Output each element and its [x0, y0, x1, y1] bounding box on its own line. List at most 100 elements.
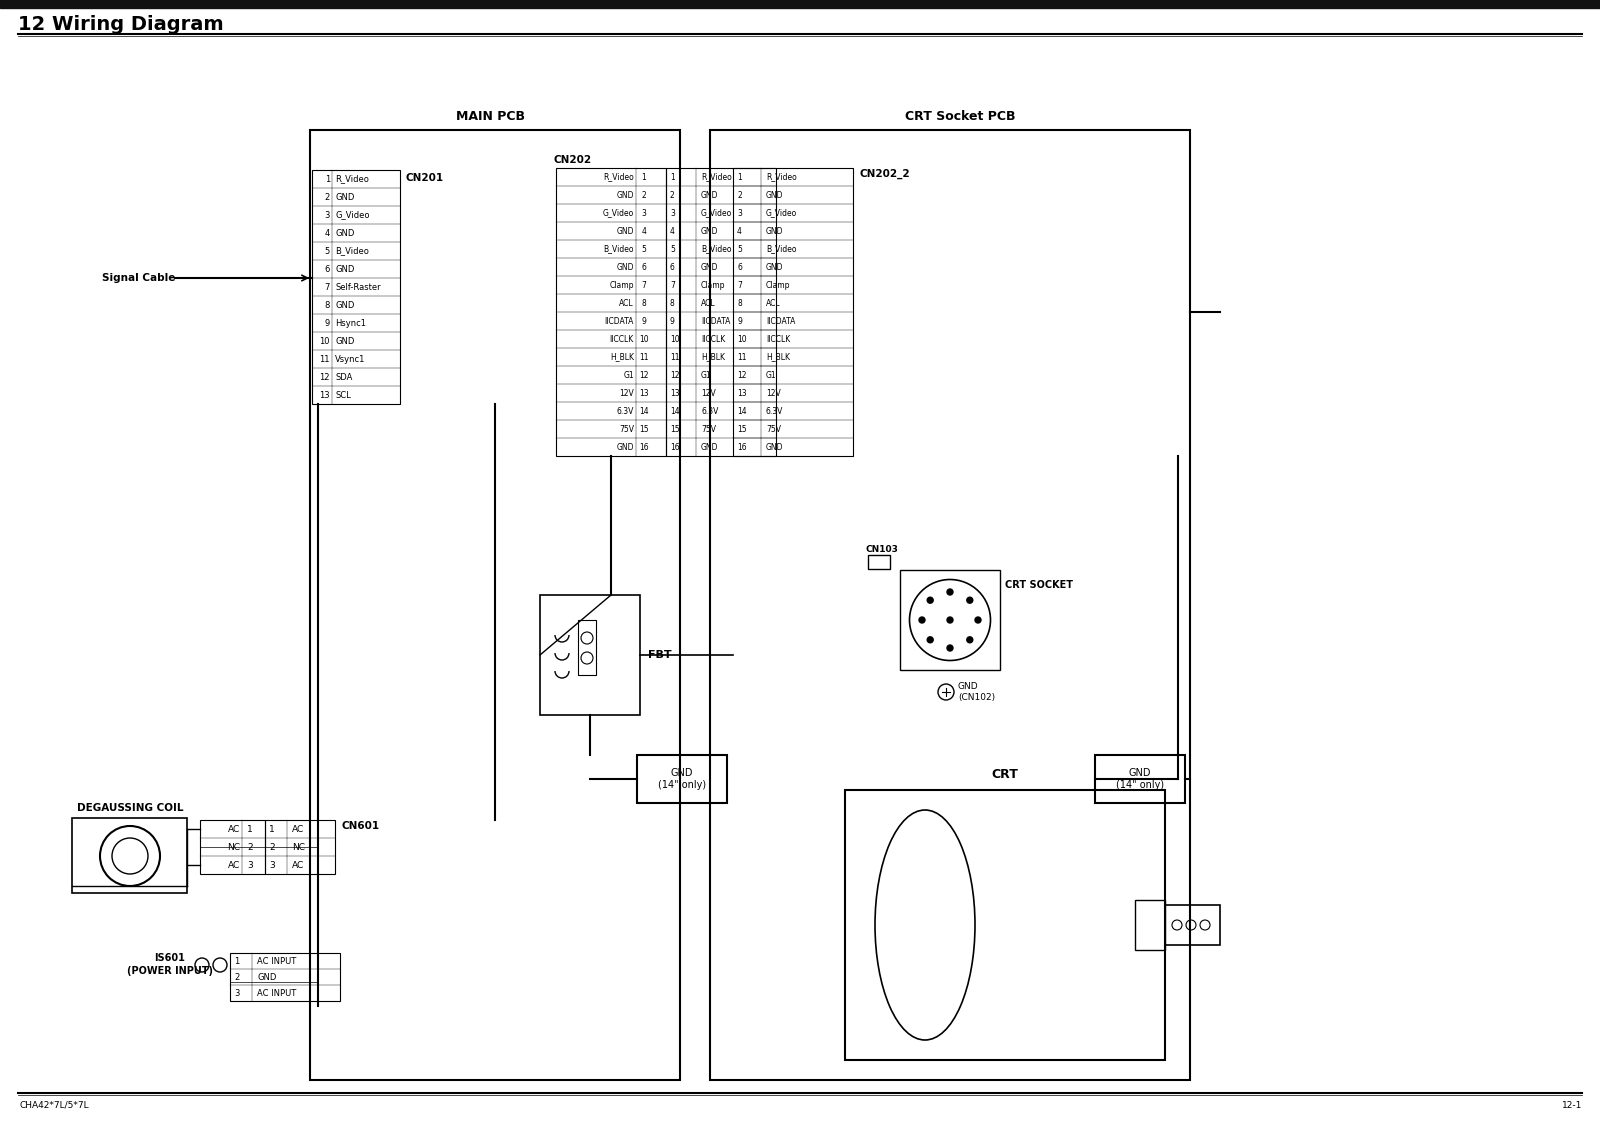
- Text: 5: 5: [325, 247, 330, 256]
- Text: 3: 3: [246, 860, 253, 869]
- Text: R_Video: R_Video: [603, 172, 634, 181]
- Text: NC: NC: [227, 842, 240, 851]
- Text: 11: 11: [738, 352, 747, 361]
- Text: B_Video: B_Video: [701, 245, 731, 254]
- Text: IICCLK: IICCLK: [766, 334, 790, 343]
- Text: 3: 3: [234, 988, 240, 997]
- Text: 2: 2: [246, 842, 253, 851]
- Text: GND: GND: [334, 265, 354, 274]
- Text: 16: 16: [638, 443, 650, 452]
- Text: CN103: CN103: [866, 544, 899, 554]
- Text: 2: 2: [642, 190, 646, 199]
- Bar: [845, 790, 1165, 1060]
- Text: GND: GND: [616, 226, 634, 235]
- Bar: [72, 818, 187, 893]
- Text: 4: 4: [670, 226, 675, 235]
- Text: 12: 12: [670, 370, 680, 379]
- Text: SCL: SCL: [334, 391, 350, 400]
- Text: B_Video: B_Video: [334, 247, 370, 256]
- Text: 75V: 75V: [619, 424, 634, 434]
- Circle shape: [966, 598, 973, 603]
- Text: G_Video: G_Video: [603, 208, 634, 217]
- Text: H_BLK: H_BLK: [701, 352, 725, 361]
- Bar: [637, 755, 726, 803]
- Text: 75V: 75V: [766, 424, 781, 434]
- Text: 16: 16: [670, 443, 680, 452]
- Bar: [312, 170, 400, 404]
- Text: 15: 15: [670, 424, 680, 434]
- Text: DEGAUSSING COIL: DEGAUSSING COIL: [77, 803, 184, 813]
- Text: 14: 14: [638, 406, 650, 415]
- Text: 8: 8: [642, 299, 646, 308]
- Text: AC: AC: [227, 860, 240, 869]
- Text: Clamp: Clamp: [701, 281, 725, 290]
- Text: 8: 8: [670, 299, 675, 308]
- Text: G_Video: G_Video: [766, 208, 797, 217]
- Text: 2: 2: [325, 192, 330, 201]
- Text: 2: 2: [234, 972, 240, 981]
- Bar: [541, 595, 640, 715]
- Text: MAIN PCB: MAIN PCB: [456, 110, 525, 122]
- Text: GND: GND: [616, 190, 634, 199]
- Bar: [666, 168, 776, 456]
- Text: B_Video: B_Video: [766, 245, 797, 254]
- Text: 3: 3: [738, 208, 742, 217]
- Text: 5: 5: [670, 245, 675, 254]
- Text: 1: 1: [234, 957, 240, 966]
- Bar: [1094, 755, 1186, 803]
- Text: 12 Wiring Diagram: 12 Wiring Diagram: [18, 15, 224, 34]
- Text: 3: 3: [642, 208, 646, 217]
- Text: GND: GND: [334, 229, 354, 238]
- Text: 6: 6: [670, 263, 675, 272]
- Bar: [710, 130, 1190, 1080]
- Text: 13: 13: [320, 391, 330, 400]
- Text: ACL: ACL: [701, 299, 715, 308]
- Text: 6: 6: [642, 263, 646, 272]
- Bar: [899, 571, 1000, 670]
- Text: GND
(14" only): GND (14" only): [1115, 769, 1165, 790]
- Circle shape: [974, 617, 981, 623]
- Text: Self-Raster: Self-Raster: [334, 283, 381, 292]
- Text: 12-1: 12-1: [1562, 1100, 1582, 1109]
- Bar: [1134, 900, 1165, 950]
- Text: B_Video: B_Video: [603, 245, 634, 254]
- Text: 6.3V: 6.3V: [766, 406, 784, 415]
- Text: 16: 16: [738, 443, 747, 452]
- Text: 5: 5: [642, 245, 646, 254]
- Text: CHA42*7L/5*7L: CHA42*7L/5*7L: [19, 1100, 90, 1109]
- Text: CN601: CN601: [341, 821, 379, 831]
- Text: 2: 2: [738, 190, 742, 199]
- Text: R_Video: R_Video: [701, 172, 731, 181]
- Bar: [733, 168, 853, 456]
- Text: 13: 13: [670, 388, 680, 397]
- Text: GND: GND: [766, 190, 784, 199]
- Text: 7: 7: [670, 281, 675, 290]
- Bar: [310, 130, 680, 1080]
- Text: 6: 6: [325, 265, 330, 274]
- Text: GND: GND: [334, 336, 354, 345]
- Circle shape: [928, 637, 933, 643]
- Text: R_Video: R_Video: [334, 174, 370, 183]
- Text: GND: GND: [616, 443, 634, 452]
- Text: AC: AC: [291, 860, 304, 869]
- Bar: [1165, 904, 1221, 945]
- Text: GND: GND: [766, 226, 784, 235]
- Text: Vsync1: Vsync1: [334, 354, 365, 363]
- Text: 6.3V: 6.3V: [616, 406, 634, 415]
- Text: 15: 15: [638, 424, 650, 434]
- Circle shape: [947, 617, 954, 623]
- Text: ACL: ACL: [619, 299, 634, 308]
- Text: 3: 3: [670, 208, 675, 217]
- Text: 12V: 12V: [619, 388, 634, 397]
- Text: 7: 7: [642, 281, 646, 290]
- Text: 11: 11: [320, 354, 330, 363]
- Text: IS601: IS601: [155, 953, 186, 963]
- Text: 13: 13: [638, 388, 650, 397]
- Text: CN202: CN202: [554, 155, 592, 165]
- Text: R_Video: R_Video: [766, 172, 797, 181]
- Text: 10: 10: [738, 334, 747, 343]
- Text: 1: 1: [325, 174, 330, 183]
- Text: NC: NC: [291, 842, 306, 851]
- Text: FBT: FBT: [648, 650, 672, 660]
- Text: IICDATA: IICDATA: [605, 317, 634, 326]
